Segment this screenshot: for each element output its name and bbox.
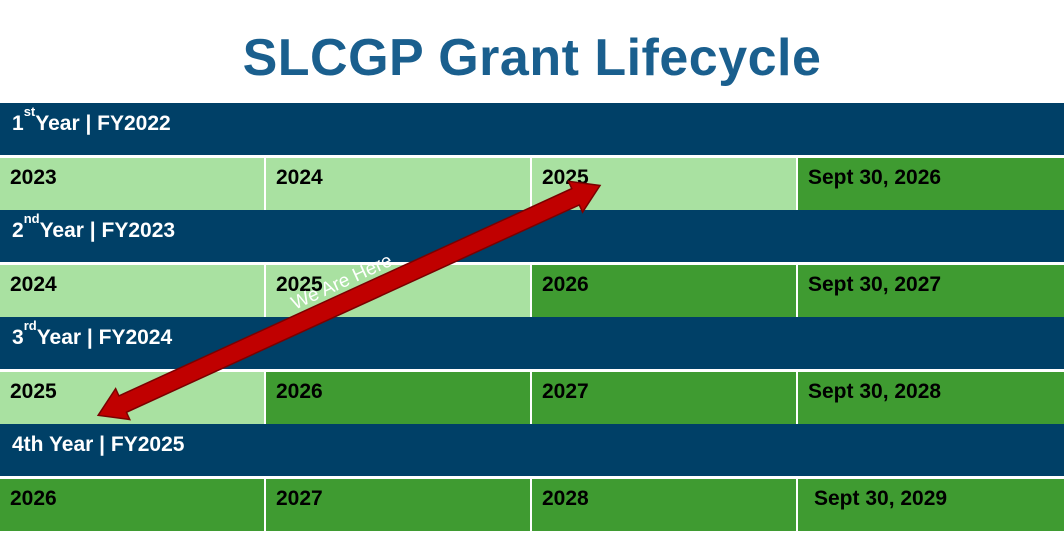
year-cell: 2023 <box>0 158 266 210</box>
end-date-cell: Sept 30, 2028 <box>798 372 1064 424</box>
year-cell: 2027 <box>266 479 532 531</box>
year-row-1: 2023 2024 2025 Sept 30, 2026 <box>0 155 1064 210</box>
year-cell: 2024 <box>266 158 532 210</box>
year-cell: 2024 <box>0 265 266 317</box>
end-date-cell: Sept 30, 2027 <box>798 265 1064 317</box>
year-row-3: 2025 2026 2027 Sept 30, 2028 <box>0 369 1064 424</box>
year-header-4: 4th Year | FY2025 <box>0 424 1064 476</box>
year-row-4: 2026 2027 2028 Sept 30, 2029 <box>0 476 1064 531</box>
year-cell: 2027 <box>532 372 798 424</box>
year-number: 2 <box>12 219 24 242</box>
year-label: Year | FY2022 <box>35 112 171 135</box>
year-cell: 2025 <box>0 372 266 424</box>
year-cell: 2026 <box>266 372 532 424</box>
year-label: Year | FY2023 <box>39 219 176 242</box>
year-cell: 2025 <box>266 265 532 317</box>
year-cell: 2025 <box>532 158 798 210</box>
page-title: SLCGP Grant Lifecycle <box>242 29 822 87</box>
year-cell: 2026 <box>0 479 266 531</box>
year-cell: 2028 <box>532 479 798 531</box>
year-row-2: 2024 2025 2026 Sept 30, 2027 <box>0 262 1064 317</box>
year-number: 3 <box>12 326 24 349</box>
year-number: 1 <box>12 112 24 135</box>
year-cell: 2026 <box>532 265 798 317</box>
end-date-cell: Sept 30, 2029 <box>798 479 1064 531</box>
end-date-cell: Sept 30, 2026 <box>798 158 1064 210</box>
year-label: 4th Year | FY2025 <box>12 433 185 456</box>
year-label: Year | FY2024 <box>36 326 173 349</box>
